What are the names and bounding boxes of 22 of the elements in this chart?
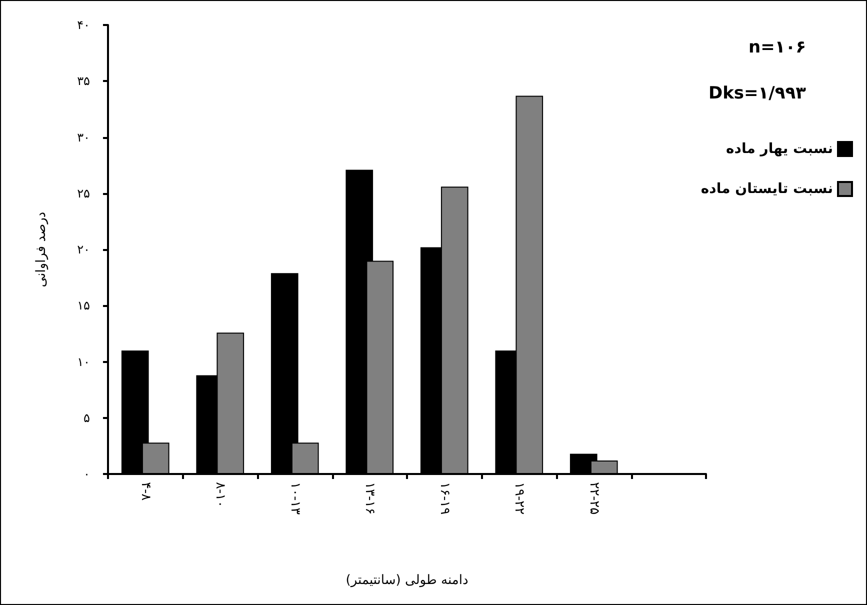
x-tick-label: ۴-۸ — [138, 482, 153, 501]
x-tick-label: ۸-۱۰ — [212, 482, 228, 508]
y-tick-label: ۱۰ — [77, 354, 90, 369]
y-tick-label: ۳۵ — [77, 74, 90, 88]
x-tick-label: ۱۰-۱۳ — [287, 482, 302, 515]
y-tick-label: ۲۵ — [77, 186, 90, 200]
y-tick-label: ۲۰ — [77, 242, 90, 256]
x-tick-label: ۲۲-۲۵ — [586, 482, 602, 515]
x-tick-label: ۱۳-۱۶ — [362, 482, 378, 515]
y-axis-title: درصد فراوانی — [34, 212, 49, 288]
y-tick-label: ۰ — [84, 467, 90, 481]
x-tick-label: ۱۹-۲۲ — [512, 482, 527, 515]
y-tick-label: ۱۵ — [77, 298, 90, 313]
y-tick-label: ۴۰ — [77, 18, 90, 32]
y-tick-label: ۵ — [84, 410, 90, 425]
text: n=۱۰۶ — [748, 38, 806, 58]
text: Dks=۱/۹۹۳ — [708, 84, 807, 104]
x-tick-label: ۱۶-۱۹ — [436, 482, 452, 515]
legend-label: نسبت تایستان ماده — [700, 181, 833, 197]
x-axis-title: دامنه طولی (سانتیمتر) — [346, 573, 468, 588]
y-tick-label: ۳۰ — [77, 130, 90, 144]
legend-label: نسبت یهار ماده — [726, 141, 833, 157]
